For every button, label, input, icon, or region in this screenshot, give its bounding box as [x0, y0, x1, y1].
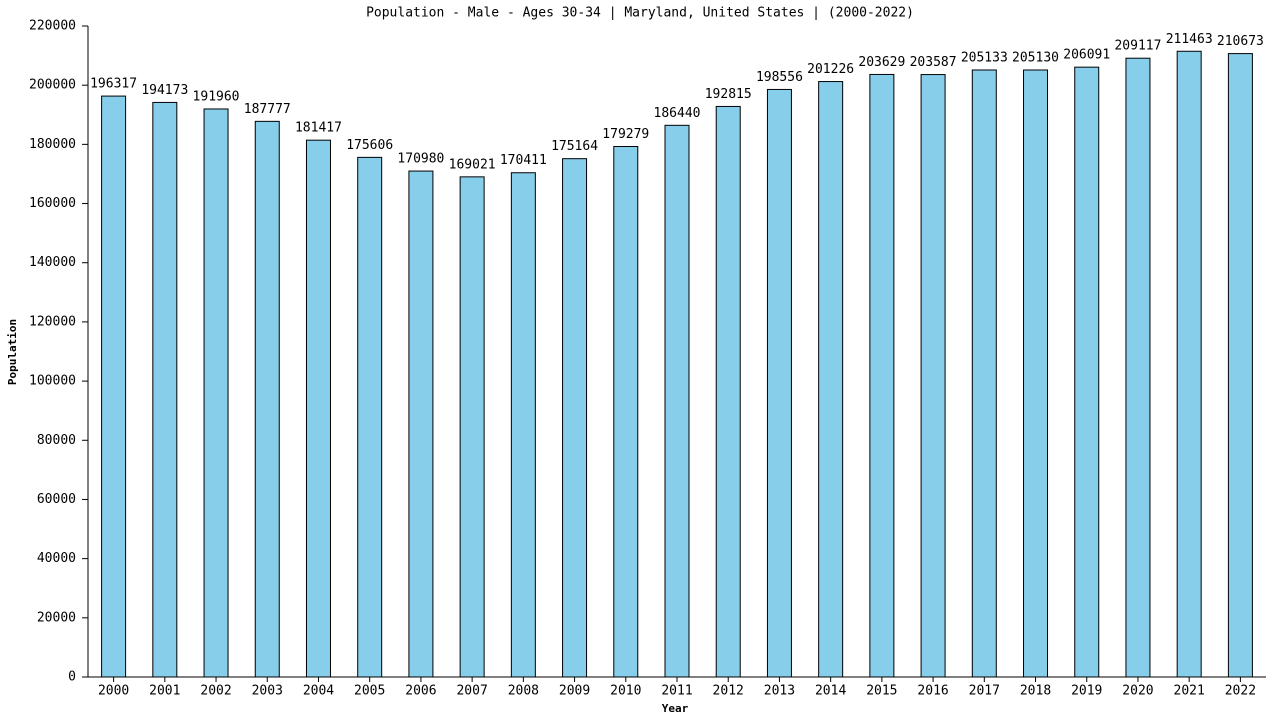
bar — [818, 81, 844, 678]
value-label: 201226 — [807, 62, 854, 77]
x-tick-label: 2016 — [917, 684, 948, 699]
value-label: 169021 — [449, 157, 496, 172]
y-tick-label: 200000 — [29, 78, 76, 93]
chart-title: Population - Male - Ages 30-34 | Marylan… — [366, 6, 914, 21]
value-label: 191960 — [193, 89, 240, 104]
value-label: 181417 — [295, 121, 342, 136]
bar — [664, 124, 690, 678]
x-tick-label: 2008 — [508, 684, 539, 699]
x-axis-label: Year — [662, 702, 689, 715]
value-label: 192815 — [705, 87, 752, 102]
value-label: 175164 — [551, 139, 598, 154]
x-tick-label: 2021 — [1174, 684, 1205, 699]
value-label: 187777 — [244, 102, 291, 117]
x-tick-label: 2002 — [200, 684, 231, 699]
y-tick-label: 160000 — [29, 196, 76, 211]
y-tick-label: 40000 — [37, 551, 76, 566]
bar — [1125, 57, 1151, 678]
x-tick-label: 2011 — [661, 684, 692, 699]
value-label: 205130 — [1012, 51, 1059, 66]
bar — [562, 158, 588, 678]
value-label: 211463 — [1166, 32, 1213, 47]
y-tick-label: 180000 — [29, 137, 76, 152]
x-tick-label: 2015 — [866, 684, 897, 699]
x-tick-label: 2019 — [1071, 684, 1102, 699]
value-label: 186440 — [654, 106, 701, 121]
bar — [613, 145, 639, 678]
value-label: 198556 — [756, 70, 803, 85]
bar — [254, 120, 280, 678]
x-tick-label: 2007 — [456, 684, 487, 699]
x-tick-label: 2022 — [1225, 684, 1256, 699]
x-tick-label: 2018 — [1020, 684, 1051, 699]
value-label: 175606 — [346, 138, 393, 153]
value-label: 194173 — [141, 83, 188, 98]
x-tick-label: 2001 — [149, 684, 180, 699]
bar — [1074, 66, 1100, 678]
value-label: 203629 — [858, 55, 905, 70]
x-tick-label: 2003 — [252, 684, 283, 699]
bar — [1227, 53, 1253, 678]
value-label: 209117 — [1114, 39, 1161, 54]
value-label: 196317 — [90, 77, 137, 92]
y-tick-label: 120000 — [29, 314, 76, 329]
x-tick-label: 2020 — [1122, 684, 1153, 699]
bar — [869, 73, 895, 678]
bar — [152, 101, 178, 678]
x-tick-label: 2004 — [303, 684, 334, 699]
bar — [1176, 50, 1202, 678]
y-tick-label: 220000 — [29, 19, 76, 34]
x-tick-label: 2000 — [98, 684, 129, 699]
value-label: 206091 — [1063, 48, 1110, 63]
bar — [766, 88, 792, 678]
x-tick-label: 2012 — [713, 684, 744, 699]
x-tick-label: 2005 — [354, 684, 385, 699]
y-tick-label: 100000 — [29, 374, 76, 389]
x-tick-label: 2014 — [815, 684, 846, 699]
bar — [357, 156, 383, 678]
value-label: 179279 — [602, 127, 649, 142]
y-axis-label: Population — [6, 319, 19, 385]
y-tick-label: 140000 — [29, 255, 76, 270]
bar — [305, 139, 331, 678]
x-tick-label: 2009 — [559, 684, 590, 699]
bar — [459, 176, 485, 678]
bar — [101, 95, 127, 678]
x-tick-label: 2006 — [405, 684, 436, 699]
value-label: 203587 — [910, 55, 957, 70]
bar — [971, 69, 997, 678]
bar — [408, 170, 434, 678]
value-label: 205133 — [961, 50, 1008, 65]
bar — [1023, 69, 1049, 678]
y-tick-label: 0 — [68, 670, 76, 685]
y-tick-label: 20000 — [37, 610, 76, 625]
x-tick-label: 2010 — [610, 684, 641, 699]
bar — [203, 108, 229, 678]
bar — [920, 74, 946, 678]
x-tick-label: 2017 — [969, 684, 1000, 699]
value-label: 170980 — [397, 152, 444, 167]
y-tick-label: 60000 — [37, 492, 76, 507]
x-tick-label: 2013 — [764, 684, 795, 699]
value-label: 210673 — [1217, 34, 1264, 49]
y-tick-label: 80000 — [37, 433, 76, 448]
bar — [715, 105, 741, 678]
bar — [510, 172, 536, 678]
value-label: 170411 — [500, 153, 547, 168]
